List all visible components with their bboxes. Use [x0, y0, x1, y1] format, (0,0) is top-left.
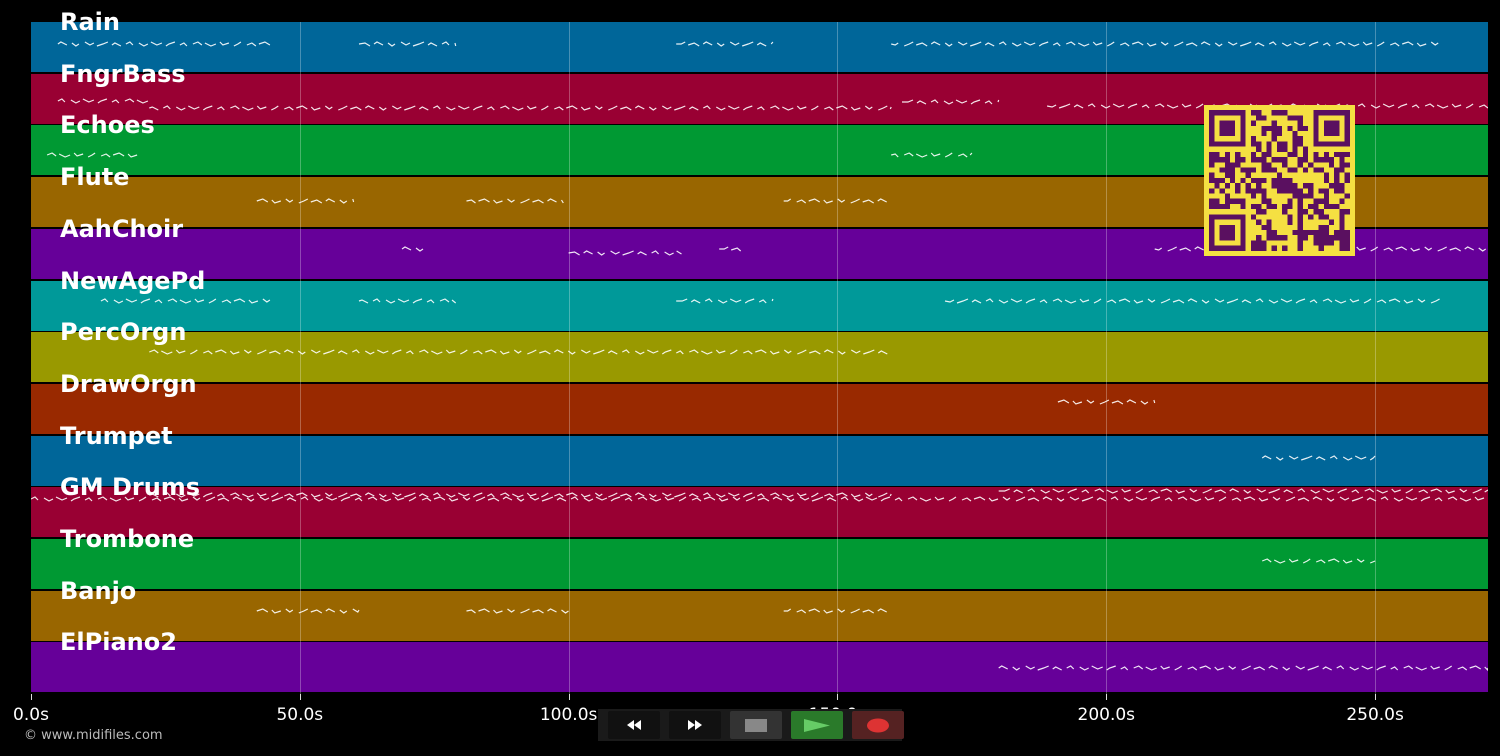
track-lane: NewAgePd: [31, 267, 1488, 331]
track-name: Banjo: [60, 576, 137, 605]
track-lane: FngrBass: [31, 60, 1488, 124]
track-name: Trumpet: [60, 421, 173, 450]
note-activity: [31, 281, 1440, 331]
gridline: [837, 22, 839, 694]
copyright-text: © www.midifiles.com: [24, 728, 163, 743]
qr-code: [1204, 105, 1355, 256]
fast-forward-button[interactable]: [669, 711, 721, 739]
gridline: [568, 22, 570, 694]
track-lane: DrawOrgn: [31, 370, 1488, 434]
axis-tick-label: 0.0s: [13, 705, 49, 725]
note-activity: [1057, 399, 1156, 405]
axis-tick: [837, 694, 839, 700]
note-activity: [31, 125, 973, 175]
note-activity: [401, 229, 1488, 256]
track-name: Trombone: [60, 525, 195, 553]
gridline: [299, 22, 301, 694]
track-lane: Rain: [31, 8, 1488, 72]
rewind-icon: [627, 720, 641, 730]
note-activity: [1261, 558, 1376, 564]
note-activity: [1261, 454, 1376, 461]
track-lane: PercOrgn: [31, 318, 1488, 383]
record-icon: [867, 718, 889, 732]
axis-tick-label: 100.0s: [539, 705, 598, 725]
record-button[interactable]: [852, 711, 904, 739]
transport-controls: [598, 709, 904, 741]
axis-tick-label: 50.0s: [276, 705, 324, 725]
track-name: PercOrgn: [60, 318, 187, 347]
gridline: [1375, 22, 1377, 694]
track-lane: Trombone: [31, 525, 1488, 589]
track-name: NewAgePd: [60, 266, 206, 295]
axis-tick: [1375, 694, 1377, 700]
axis-tick-label: 200.0s: [1077, 705, 1136, 725]
track-name: Flute: [60, 163, 130, 192]
axis-tick-label: 250.0s: [1346, 705, 1404, 725]
axis-tick: [31, 694, 32, 700]
track-name: Echoes: [60, 111, 155, 140]
stop-button[interactable]: [730, 711, 782, 739]
note-activity: [998, 665, 1488, 672]
note-activity: [256, 591, 1488, 641]
note-activity: [31, 332, 1488, 382]
track-lane: GM Drums: [31, 473, 1488, 538]
stop-icon: [745, 718, 767, 732]
track-name: AahChoir: [60, 214, 184, 243]
track-lane: ElPiano2: [31, 628, 1488, 693]
note-activity: [31, 22, 1488, 72]
axis-tick: [1106, 694, 1108, 700]
track-name: FngrBass: [60, 59, 186, 88]
track-name: ElPiano2: [60, 628, 177, 657]
play-icon: [804, 718, 830, 732]
track-name: GM Drums: [60, 473, 201, 502]
track-name: Rain: [60, 8, 120, 36]
axis-tick: [568, 694, 570, 700]
note-activity: [31, 488, 1488, 537]
rewind-button[interactable]: [608, 711, 660, 739]
track-lane: Banjo: [31, 577, 1488, 641]
gridline: [1106, 22, 1108, 694]
play-button[interactable]: [791, 711, 843, 739]
track-lane: Trumpet: [31, 422, 1488, 486]
fast-forward-icon: [688, 720, 702, 730]
track-name: DrawOrgn: [60, 369, 197, 398]
axis-tick: [299, 694, 301, 700]
note-activity: [256, 177, 1488, 227]
